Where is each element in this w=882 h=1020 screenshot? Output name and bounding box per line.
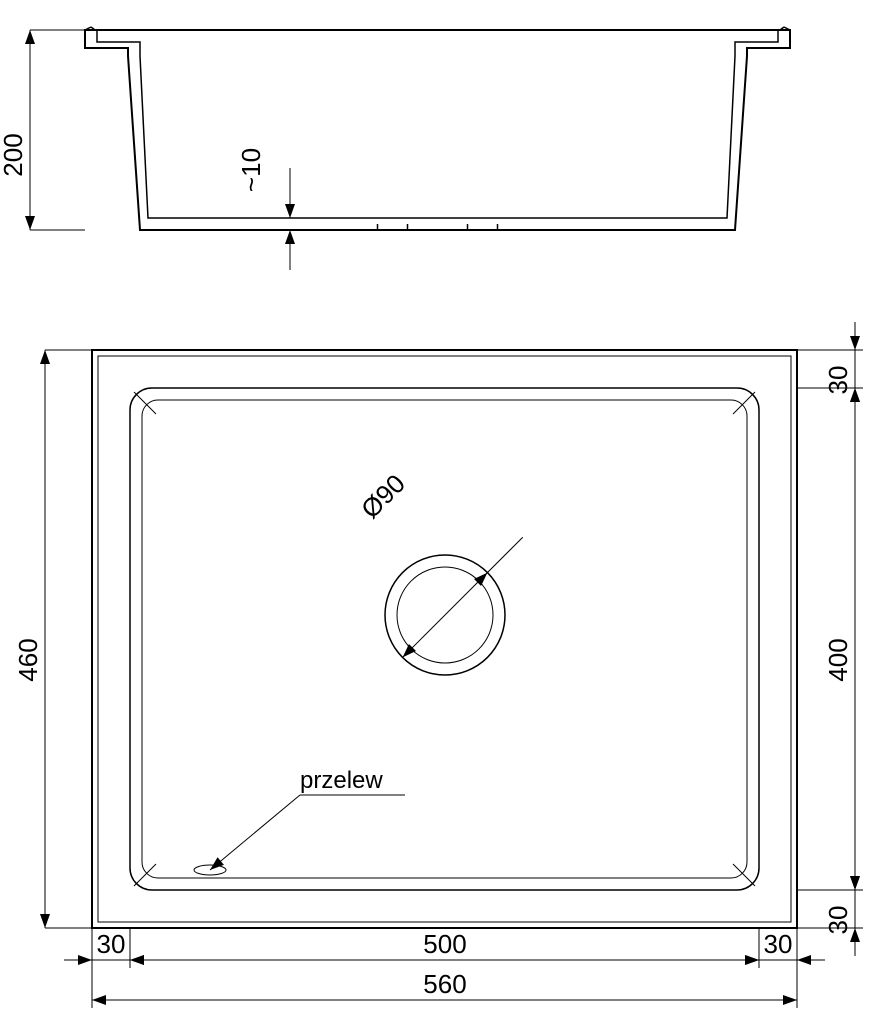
svg-text:560: 560 xyxy=(423,969,466,999)
dim-thickness-10: ~10 xyxy=(236,148,266,192)
svg-text:200: 200 xyxy=(0,133,28,176)
svg-text:30: 30 xyxy=(823,906,853,935)
svg-text:30: 30 xyxy=(97,929,126,959)
overflow-label: przelew xyxy=(300,767,383,794)
svg-text:30: 30 xyxy=(764,929,793,959)
plan-view: Ø90 przelew 460 400 30 30 500 560 30 30 xyxy=(13,322,863,1008)
section-view: 200 ~10 xyxy=(0,27,790,270)
svg-text:500: 500 xyxy=(423,929,466,959)
svg-text:400: 400 xyxy=(823,638,853,681)
dim-drain-diameter: Ø90 xyxy=(355,468,411,524)
technical-drawing: 200 ~10 Ø90 przelew 460 400 30 30 500 560 30 30 xyxy=(0,0,882,1020)
svg-text:460: 460 xyxy=(13,638,43,681)
svg-text:30: 30 xyxy=(823,366,853,395)
